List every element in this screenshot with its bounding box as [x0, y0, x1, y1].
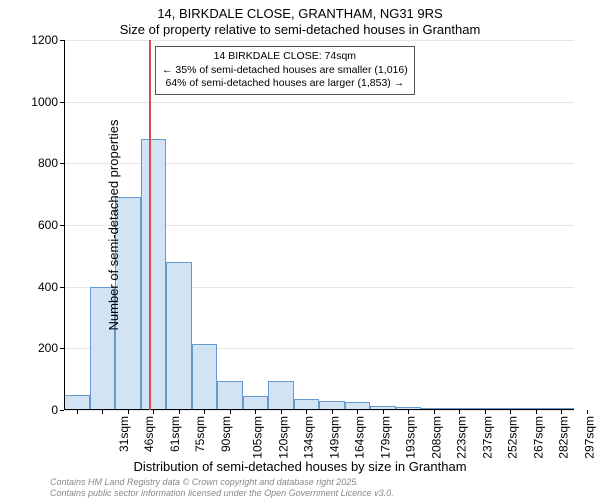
- xtick-label: 31sqm: [117, 416, 131, 452]
- xtick-label: 164sqm: [353, 416, 367, 459]
- xtick-mark: [434, 410, 435, 414]
- chart-title-sub: Size of property relative to semi-detach…: [0, 22, 600, 37]
- xtick-label: 297sqm: [582, 416, 596, 459]
- annotation-line2: ← 35% of semi-detached houses are smalle…: [162, 64, 408, 78]
- xtick-mark: [536, 410, 537, 414]
- annotation-line3: 64% of semi-detached houses are larger (…: [162, 77, 408, 91]
- ytick-mark: [60, 163, 64, 164]
- xtick-label: 252sqm: [506, 416, 520, 459]
- xtick-mark: [561, 410, 562, 414]
- ytick-mark: [60, 40, 64, 41]
- ytick-mark: [60, 102, 64, 103]
- footer-line2: Contains public sector information licen…: [50, 488, 590, 499]
- histogram-bar: [64, 395, 90, 410]
- annotation-line1: 14 BIRKDALE CLOSE: 74sqm: [162, 50, 408, 64]
- ytick-mark: [60, 348, 64, 349]
- footer-attribution: Contains HM Land Registry data © Crown c…: [50, 477, 590, 499]
- xtick-mark: [153, 410, 154, 414]
- ytick-mark: [60, 225, 64, 226]
- xtick-mark: [102, 410, 103, 414]
- xtick-label: 282sqm: [557, 416, 571, 459]
- xtick-label: 134sqm: [302, 416, 316, 459]
- xtick-mark: [485, 410, 486, 414]
- annotation-box: 14 BIRKDALE CLOSE: 74sqm← 35% of semi-de…: [155, 46, 415, 95]
- xtick-mark: [281, 410, 282, 414]
- xtick-mark: [77, 410, 78, 414]
- xtick-label: 75sqm: [193, 416, 207, 452]
- xtick-mark: [459, 410, 460, 414]
- xtick-label: 223sqm: [455, 416, 469, 459]
- ytick-label: 1000: [18, 95, 58, 109]
- xtick-label: 120sqm: [276, 416, 290, 459]
- xtick-mark: [587, 410, 588, 414]
- gridline: [64, 102, 574, 103]
- histogram-bar: [141, 139, 167, 410]
- xtick-label: 149sqm: [327, 416, 341, 459]
- marker-line: [149, 40, 151, 410]
- chart-title-main: 14, BIRKDALE CLOSE, GRANTHAM, NG31 9RS: [0, 6, 600, 21]
- histogram-bar: [243, 396, 269, 410]
- xtick-label: 267sqm: [531, 416, 545, 459]
- xtick-label: 46sqm: [142, 416, 156, 452]
- ytick-label: 400: [18, 280, 58, 294]
- plot-area: [64, 40, 574, 410]
- xtick-mark: [255, 410, 256, 414]
- xtick-mark: [204, 410, 205, 414]
- ytick-label: 800: [18, 156, 58, 170]
- gridline: [64, 410, 574, 411]
- y-axis-label: Number of semi-detached properties: [106, 120, 121, 331]
- xtick-label: 208sqm: [429, 416, 443, 459]
- x-axis-line: [64, 409, 574, 410]
- xtick-mark: [230, 410, 231, 414]
- xtick-label: 193sqm: [404, 416, 418, 459]
- histogram-bar: [166, 262, 192, 410]
- xtick-label: 61sqm: [168, 416, 182, 452]
- ytick-mark: [60, 410, 64, 411]
- xtick-mark: [357, 410, 358, 414]
- xtick-mark: [179, 410, 180, 414]
- xtick-label: 237sqm: [480, 416, 494, 459]
- xtick-mark: [510, 410, 511, 414]
- xtick-label: 90sqm: [219, 416, 233, 452]
- ytick-label: 0: [18, 403, 58, 417]
- chart-container: 14, BIRKDALE CLOSE, GRANTHAM, NG31 9RS S…: [0, 0, 600, 500]
- histogram-bar: [268, 381, 294, 410]
- xtick-mark: [332, 410, 333, 414]
- x-axis-label: Distribution of semi-detached houses by …: [0, 459, 600, 474]
- gridline: [64, 40, 574, 41]
- xtick-mark: [408, 410, 409, 414]
- footer-line1: Contains HM Land Registry data © Crown c…: [50, 477, 590, 488]
- histogram-bar: [192, 344, 218, 410]
- y-axis-line: [64, 40, 65, 410]
- histogram-bar: [217, 381, 243, 410]
- xtick-mark: [383, 410, 384, 414]
- xtick-mark: [306, 410, 307, 414]
- ytick-mark: [60, 287, 64, 288]
- xtick-label: 105sqm: [251, 416, 265, 459]
- ytick-label: 200: [18, 341, 58, 355]
- xtick-mark: [128, 410, 129, 414]
- ytick-label: 1200: [18, 33, 58, 47]
- ytick-label: 600: [18, 218, 58, 232]
- xtick-label: 179sqm: [378, 416, 392, 459]
